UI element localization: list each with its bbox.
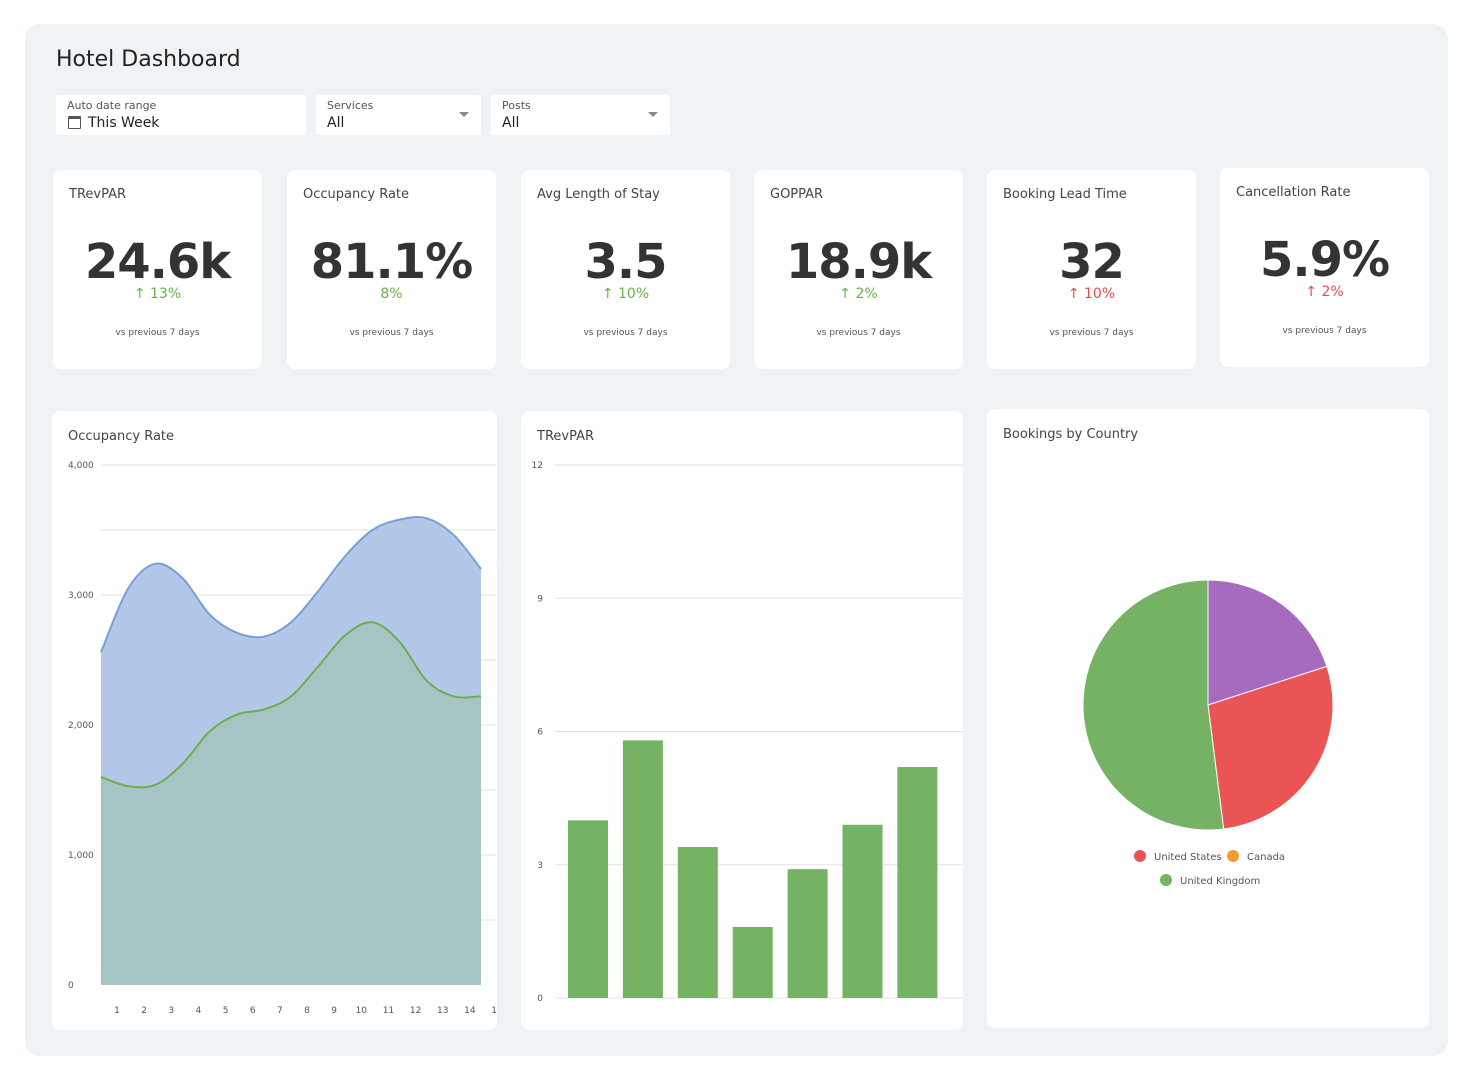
kpi-value: 81.1%: [310, 234, 474, 290]
y-tick-label: 9: [537, 594, 543, 604]
page-title: Hotel Dashboard: [56, 47, 241, 72]
occupancy-rate-chart-card: Occupancy Rate 0 1,000 2,000 3,000 4,000 1 2 3 4…: [52, 411, 497, 1030]
y-tick-label: 3: [537, 861, 543, 871]
chart-title: Occupancy Rate: [68, 429, 175, 444]
legend-marker: [1227, 850, 1239, 862]
chart-title: Bookings by Country: [1003, 427, 1139, 442]
services-value: All: [327, 115, 345, 131]
area-line-series-2: [100, 621, 482, 789]
kpi-delta: ↑ 2%: [839, 286, 878, 302]
kpi-footnote: vs previous 7 days: [349, 328, 434, 338]
x-tick-label: 5: [223, 1006, 229, 1016]
x-tick-label: 11: [383, 1006, 394, 1016]
kpi-delta: ↑ 13%: [133, 286, 182, 302]
y-tick-label: 0: [537, 994, 543, 1004]
kpi-card-trevpar: TRevPAR 24.6k ↑ 13% vs previous 7 days: [53, 170, 262, 369]
y-tick-label: 6: [537, 728, 543, 738]
chart-title: TRevPAR: [537, 429, 595, 444]
kpi-title: Cancellation Rate: [1236, 185, 1351, 200]
x-tick-label: 2: [141, 1006, 147, 1016]
kpi-card-goppar: GOPPAR 18.9k ↑ 2% vs previous 7 days: [754, 170, 963, 369]
date-range-value: This Week: [88, 115, 160, 131]
bookings-by-country-chart: United States Canada United Kingdom: [1082, 579, 1334, 887]
legend-label: Canada: [1247, 852, 1285, 863]
y-tick-label: 3,000: [68, 591, 94, 601]
kpi-card-occupancy-rate: Occupancy Rate 81.1% 8% vs previous 7 da…: [287, 170, 496, 369]
kpi-footnote: vs previous 7 days: [1282, 326, 1367, 336]
bar: [568, 820, 608, 998]
kpi-title: Avg Length of Stay: [537, 187, 660, 202]
bar: [897, 767, 938, 998]
x-tick-label: 10: [356, 1006, 368, 1016]
x-tick-label: 4: [196, 1006, 202, 1016]
calendar-icon: [68, 116, 81, 129]
x-tick-label: 15: [491, 1006, 497, 1016]
y-tick-label: 1,000: [68, 851, 94, 861]
kpi-title: GOPPAR: [770, 187, 824, 202]
pie-slice: [1207, 579, 1328, 706]
x-tick-label: 7: [277, 1006, 283, 1016]
kpi-delta: ↑ 2%: [1305, 284, 1344, 300]
chevron-down-icon: [459, 112, 469, 117]
kpi-card-cancellation-rate: Cancellation Rate 5.9% ↑ 2% vs previous …: [1220, 168, 1429, 367]
kpi-card-booking-lead-time: Booking Lead Time 32 ↑ 10% vs previous 7…: [987, 170, 1196, 369]
legend-label: United States: [1154, 852, 1222, 863]
kpi-footnote: vs previous 7 days: [1049, 328, 1134, 338]
chevron-down-icon: [648, 112, 658, 117]
x-tick-label: 8: [304, 1006, 310, 1016]
date-range-label: Auto date range: [67, 99, 157, 112]
posts-value: All: [502, 115, 520, 131]
kpi-card-avg-length-of-stay: Avg Length of Stay 3.5 ↑ 10% vs previous…: [521, 170, 730, 369]
bar: [622, 740, 663, 998]
kpi-title: Booking Lead Time: [1003, 187, 1127, 202]
x-tick-label: 1: [114, 1006, 120, 1016]
x-tick-label: 3: [168, 1006, 174, 1016]
kpi-footnote: vs previous 7 days: [115, 328, 200, 338]
x-tick-label: 6: [250, 1006, 256, 1016]
kpi-title: Occupancy Rate: [303, 187, 410, 202]
y-tick-label: 12: [532, 461, 543, 471]
bar: [732, 926, 773, 998]
date-range-filter[interactable]: Auto date range This Week: [56, 95, 306, 135]
kpi-delta: ↑ 10%: [1067, 286, 1116, 302]
services-filter[interactable]: Services All: [316, 95, 481, 135]
kpi-delta: 8%: [380, 286, 403, 302]
kpi-title: TRevPAR: [69, 187, 127, 202]
area-line-series-1: [100, 516, 482, 653]
kpi-value: 24.6k: [84, 234, 231, 290]
pie-slice: [1207, 665, 1334, 830]
kpi-delta: ↑ 10%: [601, 286, 650, 302]
y-tick-label: 0: [68, 981, 74, 991]
area-fill-series-2: [101, 622, 481, 985]
kpi-value: 18.9k: [785, 234, 932, 290]
bar: [842, 824, 883, 998]
trevpar-chart: 0 3 6 9 12: [532, 461, 963, 1004]
kpi-value: 32: [1059, 234, 1125, 290]
posts-filter[interactable]: Posts All: [491, 95, 670, 135]
y-tick-label: 4,000: [68, 461, 94, 471]
pie-slice: [1082, 579, 1225, 831]
bookings-by-country-card: Bookings by Country United States Canada U…: [987, 409, 1429, 1028]
kpi-footnote: vs previous 7 days: [583, 328, 668, 338]
posts-label: Posts: [502, 99, 531, 112]
services-label: Services: [327, 99, 374, 112]
legend-marker: [1160, 874, 1172, 886]
x-tick-label: 14: [464, 1006, 476, 1016]
bar: [787, 869, 828, 998]
trevpar-chart-card: TRevPAR 0 3 6 9 12: [521, 411, 963, 1030]
bar: [677, 846, 718, 998]
x-tick-label: 13: [437, 1006, 448, 1016]
y-tick-label: 2,000: [68, 721, 94, 731]
kpi-value: 5.9%: [1259, 232, 1390, 288]
x-tick-label: 12: [410, 1006, 421, 1016]
x-tick-label: 9: [331, 1006, 337, 1016]
kpi-footnote: vs previous 7 days: [816, 328, 901, 338]
kpi-value: 3.5: [584, 234, 667, 290]
legend-marker: [1134, 850, 1146, 862]
legend-label: United Kingdom: [1180, 876, 1260, 887]
